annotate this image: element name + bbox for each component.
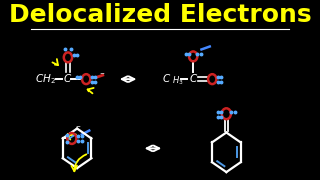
Text: $^-$: $^-$ xyxy=(98,70,105,79)
Text: C: C xyxy=(63,74,71,84)
Text: $^-$: $^-$ xyxy=(74,123,81,132)
Text: C: C xyxy=(189,74,197,84)
Text: $H_3$: $H_3$ xyxy=(172,75,184,87)
Text: $CH_2$: $CH_2$ xyxy=(35,72,56,86)
Text: C: C xyxy=(163,74,170,84)
Text: Delocalized Electrons: Delocalized Electrons xyxy=(9,3,311,27)
